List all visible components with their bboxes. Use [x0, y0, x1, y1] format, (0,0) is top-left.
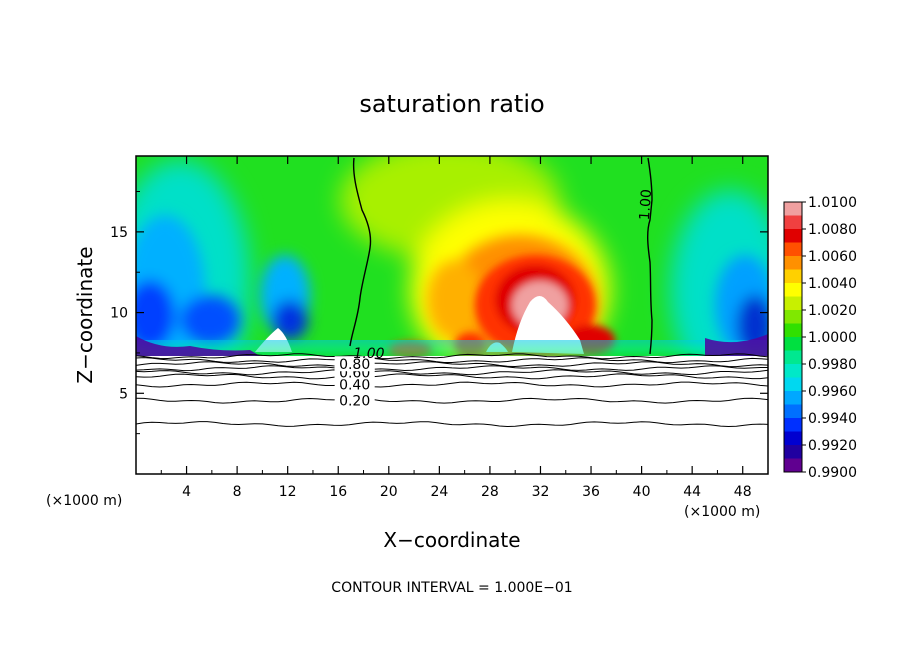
contour-line [135, 381, 769, 388]
colorbar-label: 0.9960 [808, 384, 857, 400]
colorbar-label: 0.9940 [808, 411, 857, 427]
plot-frame [135, 155, 769, 475]
x-tick-label: 20 [380, 484, 398, 500]
colorbar-swatch [784, 391, 802, 405]
colorbar-swatch [784, 404, 802, 419]
contour-label-vertical-left: 1.00 [353, 346, 384, 362]
x-tick-label: 16 [329, 484, 347, 500]
x-tick-label: 48 [734, 484, 752, 500]
contour-line [135, 361, 769, 368]
x-tick-label: 4 [182, 484, 191, 500]
x-tick-label: 24 [430, 484, 448, 500]
colorbar-label: 0.9980 [808, 357, 857, 373]
y-tick-label: 10 [110, 306, 128, 322]
colorbar-swatch [784, 310, 802, 324]
colorbar-label: 1.0000 [808, 330, 857, 346]
contour-label-bg [334, 356, 375, 372]
colorbar-swatch [784, 431, 802, 446]
colorbar-swatch [784, 418, 802, 432]
colorbar-swatch [784, 296, 802, 311]
colorbar-swatch [784, 445, 802, 459]
contour-label: 0.80 [339, 357, 370, 373]
contour-1-labels: 1.00 1.00 [353, 189, 655, 362]
colorbar-label: 1.0020 [808, 303, 857, 319]
contour-line [135, 353, 769, 360]
colorbar-swatch [784, 323, 802, 338]
x-tick-label: 12 [279, 484, 297, 500]
y-axis-title: Z−coordinate [73, 246, 97, 383]
contour-line [135, 373, 769, 380]
colorbar-label: 1.0100 [808, 195, 857, 211]
colorbar-swatch [784, 377, 802, 392]
contour-1-vertical [349, 157, 653, 355]
contour-label-vertical-right: 1.00 [637, 189, 655, 221]
colorbar-swatch [784, 269, 802, 284]
x-axis-title: X−coordinate [383, 528, 520, 552]
y-axis: 5 10 15 [110, 191, 768, 435]
y-tick-label: 5 [119, 386, 128, 402]
chart-title: saturation ratio [359, 90, 544, 118]
x-tick-label: 36 [582, 484, 600, 500]
colorbar-swatch [784, 337, 802, 351]
contour-label-bg [334, 376, 375, 392]
contour-line [135, 397, 769, 404]
colorbar-swatch [784, 242, 802, 257]
x-tick-label: 32 [532, 484, 550, 500]
contour-interval-note: CONTOUR INTERVAL = 1.000E−01 [331, 580, 572, 596]
colorbar-swatch [784, 229, 802, 243]
colorbar-swatch [784, 350, 802, 365]
y-tick-label: 15 [110, 225, 128, 241]
x-unit-label-left: (×1000 m) [46, 493, 122, 509]
saturation-field [136, 156, 768, 474]
contour-label-bg [334, 392, 375, 408]
colorbar-swatch [784, 256, 802, 270]
colorbar-label: 1.0080 [808, 222, 857, 238]
x-unit-label-right: (×1000 m) [684, 504, 760, 520]
colorbar-label: 1.0040 [808, 276, 857, 292]
colorbar-label: 1.0060 [808, 249, 857, 265]
colorbar-swatch [784, 202, 802, 216]
x-tick-label: 40 [633, 484, 651, 500]
x-tick-label: 8 [233, 484, 242, 500]
colorbar-label: 0.9900 [808, 465, 857, 481]
contour-line [135, 365, 768, 372]
contour-label: 0.20 [339, 394, 370, 410]
x-tick-label: 44 [683, 484, 701, 500]
contour-lines: 0.200.400.600.80 [135, 353, 769, 428]
colorbar: 1.0100 1.0080 1.0060 1.0040 1.0020 1.0000 0.99… [783, 195, 857, 481]
x-tick-label: 28 [481, 484, 499, 500]
contour-line [135, 421, 769, 428]
colorbar-swatch [784, 458, 802, 473]
colorbar-swatch [784, 364, 802, 378]
contour-line [135, 369, 769, 376]
x-axis: 4 8 12 16 20 24 28 32 36 40 44 48 [160, 156, 752, 500]
colorbar-label: 0.9920 [808, 438, 857, 454]
contour-label: 0.40 [339, 377, 370, 393]
colorbar-swatch [784, 283, 802, 297]
contour-line [135, 357, 769, 364]
colorbar-swatch [784, 215, 802, 230]
